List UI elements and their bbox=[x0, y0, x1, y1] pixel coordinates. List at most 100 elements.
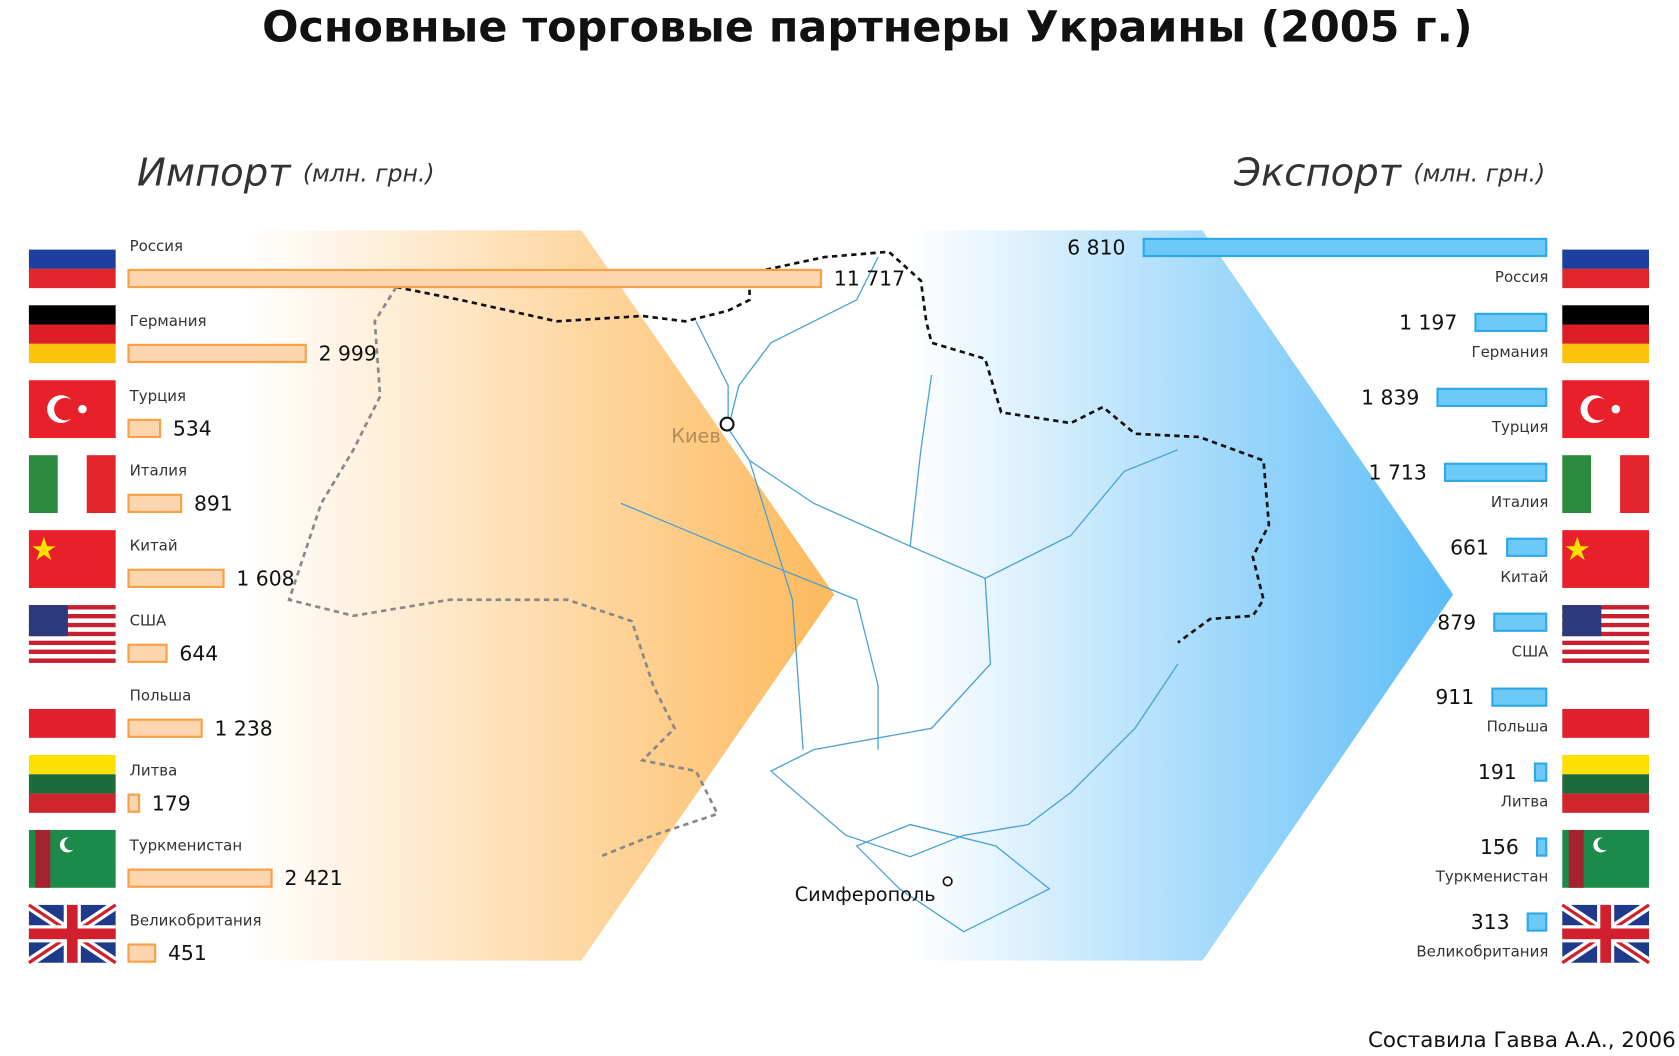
value-label: 1 608 bbox=[236, 566, 294, 590]
border bbox=[395, 250, 1271, 644]
flag-part bbox=[28, 249, 116, 269]
flag-part bbox=[28, 645, 116, 650]
bar bbox=[1506, 537, 1548, 557]
value-label: 1 197 bbox=[1399, 310, 1457, 334]
flag-part bbox=[1562, 631, 1650, 637]
bar bbox=[1535, 837, 1548, 857]
map bbox=[287, 250, 1271, 933]
country-label: Туркменистан bbox=[129, 837, 243, 855]
flag-part bbox=[1597, 837, 1611, 851]
bar bbox=[127, 493, 183, 514]
flag-part bbox=[1562, 249, 1650, 269]
flag-part bbox=[28, 636, 116, 641]
flag-part bbox=[28, 230, 116, 250]
bar bbox=[1493, 612, 1548, 632]
country-label: Великобритания bbox=[130, 911, 262, 929]
flag-part bbox=[86, 455, 116, 514]
flag-part bbox=[1562, 654, 1650, 659]
flag-part bbox=[28, 530, 116, 588]
country-label: Литва bbox=[130, 762, 178, 780]
flag-part bbox=[28, 618, 116, 623]
country-label: Польша bbox=[1487, 718, 1549, 736]
bar bbox=[127, 868, 273, 888]
flag-part bbox=[64, 837, 78, 851]
bar bbox=[1474, 312, 1548, 333]
value-label: 661 bbox=[1450, 535, 1489, 559]
flag-part bbox=[1562, 645, 1650, 650]
country-label: Литва bbox=[1501, 793, 1549, 811]
city-marker bbox=[719, 416, 735, 432]
value-label: 2 421 bbox=[284, 866, 342, 890]
border-west bbox=[287, 286, 720, 858]
flag-part bbox=[1562, 708, 1650, 738]
country-label: Россия bbox=[130, 237, 183, 255]
flag-part bbox=[28, 622, 116, 628]
heading: Экспорт bbox=[1233, 150, 1403, 195]
flag-part bbox=[1611, 404, 1621, 414]
country-label: Китай bbox=[1500, 568, 1548, 586]
bar bbox=[127, 418, 162, 439]
country-label: Туркменистан bbox=[1435, 868, 1549, 886]
bar bbox=[127, 268, 823, 289]
credit: Составила Гавва А.А., 2006 bbox=[1368, 1028, 1676, 1053]
flag-part bbox=[1562, 640, 1650, 646]
value-label: 191 bbox=[1478, 760, 1517, 784]
flag-part bbox=[1562, 605, 1650, 610]
bar bbox=[127, 568, 225, 588]
flag-part bbox=[1562, 755, 1650, 775]
flag-part bbox=[1562, 343, 1650, 364]
flag-part bbox=[1562, 774, 1650, 794]
import-arrow bbox=[0, 230, 835, 961]
value-label: 534 bbox=[173, 416, 212, 440]
bar bbox=[1491, 687, 1548, 707]
flag-part bbox=[1562, 530, 1650, 588]
city-label: Киев bbox=[671, 424, 720, 447]
flag-part bbox=[28, 793, 116, 813]
flag-part bbox=[28, 305, 116, 325]
unit: (млн. грн.) bbox=[303, 159, 435, 187]
flag-part bbox=[1591, 455, 1621, 514]
flag-part bbox=[1562, 622, 1650, 628]
country-label: США bbox=[1512, 643, 1549, 661]
flag-part bbox=[28, 658, 116, 663]
flag-part bbox=[1565, 536, 1590, 561]
flag-part bbox=[28, 928, 116, 940]
flag-part bbox=[57, 455, 87, 514]
flag-part bbox=[1562, 627, 1650, 632]
flag-part bbox=[28, 649, 116, 655]
bar bbox=[127, 943, 157, 963]
unit: (млн. грн.) bbox=[1413, 159, 1545, 187]
country-label: Польша bbox=[130, 687, 192, 705]
value-label: 11 717 bbox=[834, 267, 905, 291]
country-label: Великобритания bbox=[1416, 943, 1548, 961]
flag-part bbox=[28, 631, 116, 637]
country-label: Турция bbox=[1491, 418, 1548, 436]
flag-part bbox=[1562, 305, 1650, 325]
flag-part bbox=[1562, 680, 1650, 709]
flag-part bbox=[1562, 613, 1650, 619]
title: Основные торговые партнеры Украины (2005… bbox=[262, 3, 1472, 53]
flag-part bbox=[1562, 324, 1650, 344]
flag-part bbox=[28, 640, 116, 646]
value-label: 911 bbox=[1435, 685, 1474, 709]
flag-part bbox=[28, 613, 116, 619]
flag-part bbox=[1562, 605, 1602, 637]
bar bbox=[127, 643, 168, 663]
value-label: 451 bbox=[168, 941, 207, 965]
flag-part bbox=[28, 654, 116, 659]
value-label: 891 bbox=[194, 491, 233, 515]
flag-part bbox=[28, 609, 116, 614]
flag-part bbox=[32, 536, 56, 561]
country-label: Россия bbox=[1495, 268, 1548, 286]
bar bbox=[127, 718, 203, 738]
flag-part bbox=[28, 774, 116, 794]
value-label: 879 bbox=[1437, 610, 1476, 634]
flag-part bbox=[1620, 455, 1650, 514]
export-heading: Экспорт (млн. грн.) bbox=[1233, 150, 1545, 195]
export-arrow bbox=[888, 230, 1454, 961]
country-label: Италия bbox=[130, 462, 187, 480]
bar bbox=[127, 793, 141, 813]
flag-part bbox=[1562, 609, 1650, 614]
